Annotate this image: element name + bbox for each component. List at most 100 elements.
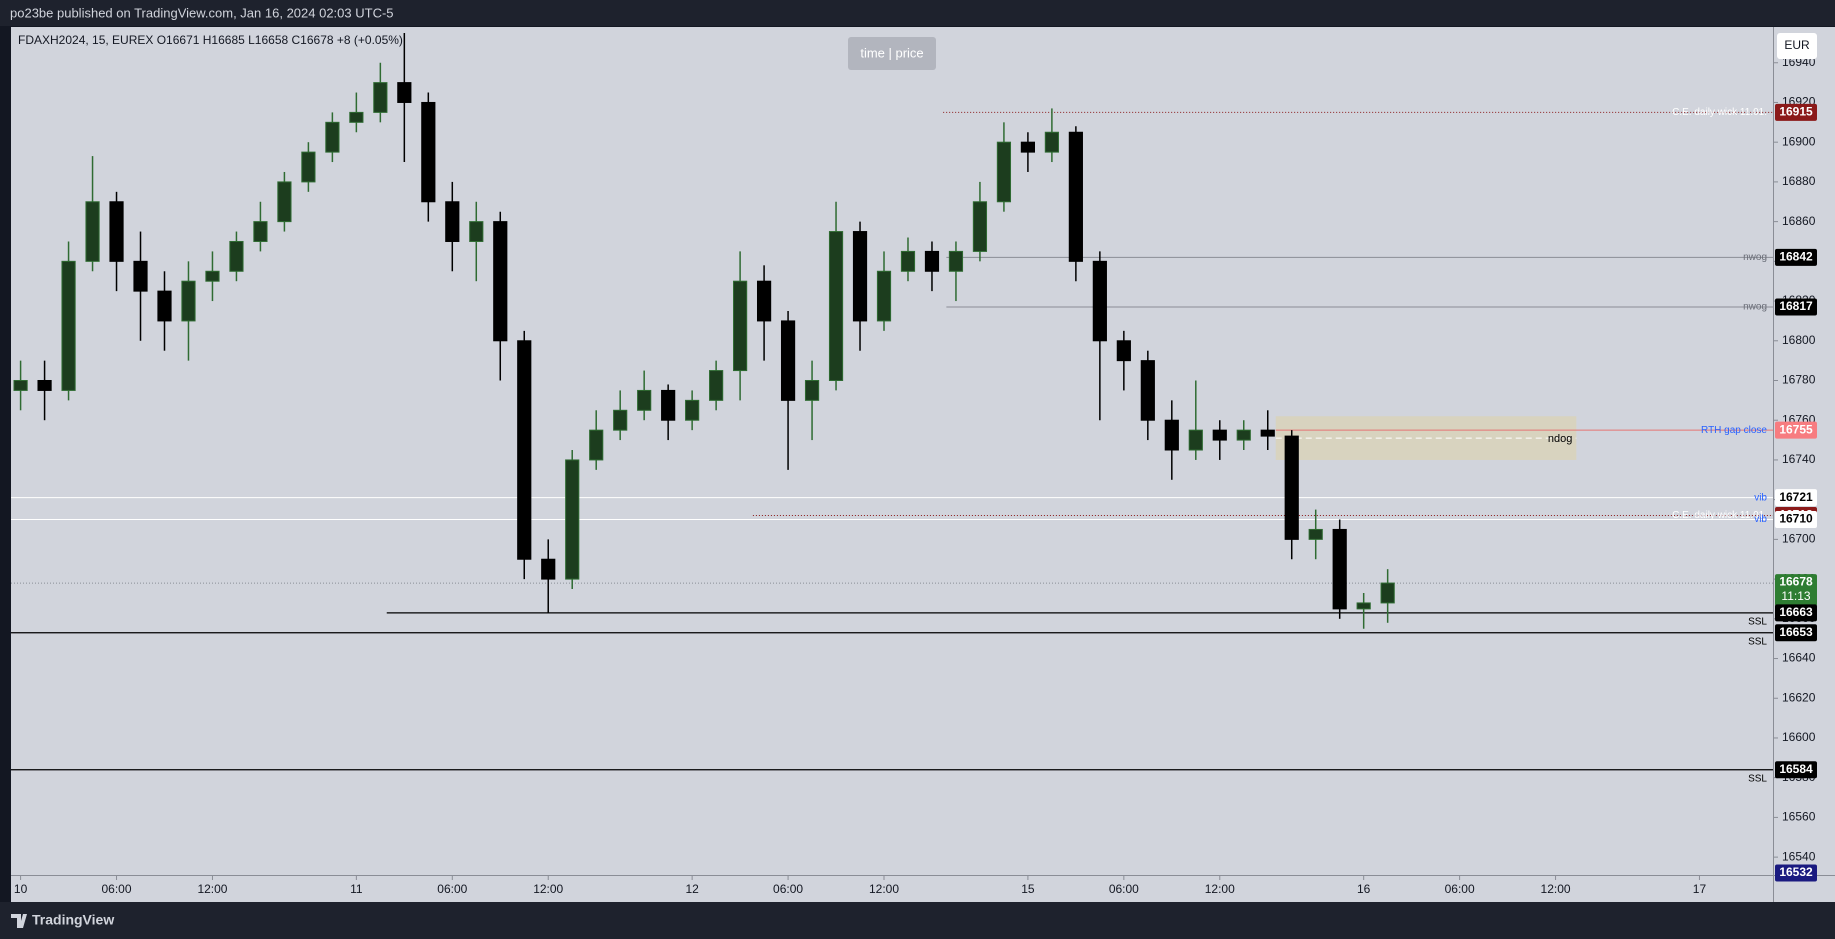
candle-body bbox=[1212, 429, 1227, 441]
price-countdown: 11:13 bbox=[1781, 589, 1810, 603]
candle-body bbox=[493, 221, 508, 342]
candle-body bbox=[349, 111, 364, 123]
candle-body bbox=[709, 370, 724, 401]
price-tag-label: 16653 bbox=[1779, 625, 1813, 639]
candle-body bbox=[1332, 528, 1347, 610]
level-label: C.E. daily wick 11.01. bbox=[1672, 107, 1767, 118]
level-label: RTH gap close bbox=[1701, 425, 1767, 436]
candle-body bbox=[1236, 429, 1251, 441]
top-bar bbox=[0, 0, 1835, 26]
publisher-note: po23be published on TradingView.com, Jan… bbox=[10, 5, 394, 20]
price-tag-label: 16842 bbox=[1779, 250, 1813, 264]
price-tag bbox=[1775, 248, 1817, 266]
candle-body bbox=[828, 231, 844, 381]
candle-body bbox=[301, 151, 316, 183]
y-tick-label: 16900 bbox=[1782, 134, 1816, 148]
price-tag-label: 16755 bbox=[1779, 422, 1813, 436]
candle-body bbox=[924, 250, 940, 272]
x-tick-label: 06:00 bbox=[1109, 882, 1139, 896]
candle-body bbox=[1140, 360, 1155, 421]
price-axis bbox=[1774, 27, 1835, 902]
price-tag bbox=[1775, 421, 1817, 439]
y-tick-label: 16860 bbox=[1782, 214, 1816, 228]
y-tick-label: 16700 bbox=[1782, 532, 1816, 546]
candle-body bbox=[876, 270, 892, 322]
x-tick-label: 15 bbox=[1021, 882, 1035, 896]
price-tag bbox=[1775, 574, 1817, 607]
y-tick-label: 16740 bbox=[1782, 452, 1816, 466]
currency-box[interactable] bbox=[1777, 33, 1817, 59]
candle-body bbox=[1260, 429, 1275, 437]
candle-body bbox=[637, 389, 652, 411]
candle-body bbox=[85, 201, 100, 262]
candle-body bbox=[804, 379, 820, 401]
x-tick-label: 17 bbox=[1693, 882, 1707, 896]
candle-body bbox=[1092, 260, 1107, 342]
y-tick-label: 16600 bbox=[1782, 730, 1816, 744]
x-tick-label: 06:00 bbox=[437, 882, 467, 896]
level-label: SSL bbox=[1748, 636, 1767, 647]
candle-body bbox=[1356, 602, 1371, 610]
logo-icon bbox=[11, 914, 27, 928]
brand: TradingView bbox=[32, 912, 114, 928]
candle-body bbox=[181, 280, 196, 322]
candle-body bbox=[613, 409, 628, 431]
candle-body bbox=[900, 250, 916, 272]
candle-body bbox=[277, 181, 292, 223]
candle-body bbox=[397, 82, 412, 103]
price-tag-label: 16721 bbox=[1779, 490, 1813, 504]
candle-body bbox=[1068, 131, 1083, 262]
zone-label: ndog bbox=[1548, 433, 1572, 445]
candle-body bbox=[421, 101, 436, 203]
bottom-bar bbox=[0, 902, 1835, 939]
price-tag-label: 16915 bbox=[1779, 105, 1813, 119]
price-tag-label: 16710 bbox=[1779, 512, 1813, 526]
price-tag bbox=[1775, 624, 1817, 642]
candle-body bbox=[469, 221, 484, 242]
candle-body bbox=[1020, 141, 1036, 153]
y-tick-label: 16620 bbox=[1782, 690, 1816, 704]
currency[interactable]: EUR bbox=[1784, 38, 1810, 52]
level-label: SSL bbox=[1748, 616, 1767, 627]
level-label: nwog bbox=[1743, 302, 1767, 313]
price-tag-label: 16532 bbox=[1779, 865, 1813, 879]
candle-body bbox=[1116, 340, 1131, 362]
candle-body bbox=[109, 201, 124, 262]
price-tag-label: 16663 bbox=[1779, 605, 1813, 619]
candle-body bbox=[133, 260, 148, 292]
candle-body bbox=[1044, 131, 1059, 153]
time-axis bbox=[11, 876, 1773, 902]
price-tag bbox=[1775, 489, 1817, 507]
x-tick-label: 12:00 bbox=[197, 882, 227, 896]
y-tick-label: 16800 bbox=[1782, 333, 1816, 347]
candle-body bbox=[996, 141, 1012, 203]
candle-body bbox=[253, 221, 268, 242]
candle-body bbox=[852, 231, 868, 322]
candle-body bbox=[445, 201, 460, 242]
price-tag-label: 16817 bbox=[1779, 299, 1813, 313]
y-tick-label: 16780 bbox=[1782, 373, 1816, 387]
x-tick-label: 12:00 bbox=[1541, 882, 1571, 896]
candle-body bbox=[1188, 429, 1203, 451]
x-tick-label: 06:00 bbox=[773, 882, 803, 896]
level-label: nwog bbox=[1743, 252, 1767, 263]
y-tick-label: 16540 bbox=[1782, 849, 1816, 863]
x-tick-label: 16 bbox=[1357, 882, 1371, 896]
plot: ndog C.E. daily wick 11.01. nwog nwog RTH ga… bbox=[11, 32, 1773, 784]
x-tick-label: 12:00 bbox=[869, 882, 899, 896]
legend: FDAXH2024, 15, EUREX O16671 H16685 L1665… bbox=[18, 33, 403, 47]
y-tick-label: 16640 bbox=[1782, 651, 1816, 665]
toolbar-label[interactable]: time | price bbox=[860, 45, 923, 60]
price-tag bbox=[1775, 103, 1817, 121]
price-tag bbox=[1775, 761, 1817, 779]
candle-body bbox=[517, 340, 532, 560]
toolbar-button[interactable] bbox=[848, 37, 936, 70]
y-tick-label: 16560 bbox=[1782, 810, 1816, 824]
x-tick-label: 12:00 bbox=[1205, 882, 1235, 896]
level-label: SSL bbox=[1748, 773, 1767, 784]
price-tag-label: 16584 bbox=[1779, 762, 1813, 776]
candle-body bbox=[565, 459, 580, 580]
candle-body bbox=[1164, 419, 1179, 451]
candle-body bbox=[61, 260, 76, 391]
